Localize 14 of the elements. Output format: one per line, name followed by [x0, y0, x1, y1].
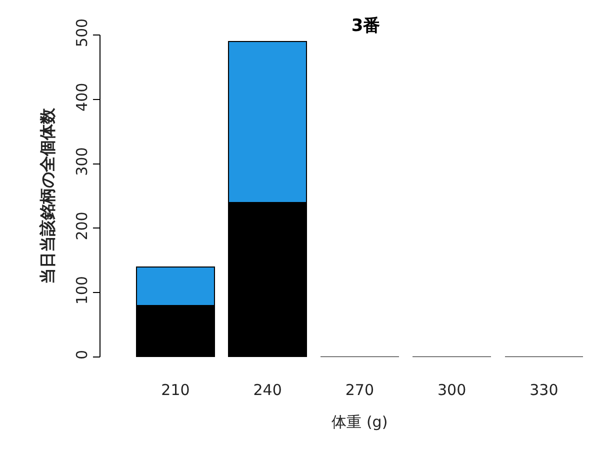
chart-title: 3番 [351, 16, 380, 36]
x-tick-label: 300 [438, 381, 466, 399]
y-tick-label: 300 [73, 147, 91, 176]
y-tick-label: 0 [73, 350, 91, 360]
x-tick-label: 330 [530, 381, 558, 399]
y-tick-label: 200 [73, 212, 91, 240]
y-tick-label: 100 [73, 276, 91, 305]
x-tick-label: 210 [161, 381, 190, 399]
y-axis-title: 当日当該銘柄の全個体数 [38, 107, 57, 284]
x-tick-label: 270 [345, 381, 374, 399]
x-axis-title: 体重 (g) [332, 413, 388, 431]
x-tick-label: 240 [253, 381, 282, 399]
y-tick-label: 500 [73, 18, 91, 48]
y-tick-label: 400 [73, 82, 91, 112]
